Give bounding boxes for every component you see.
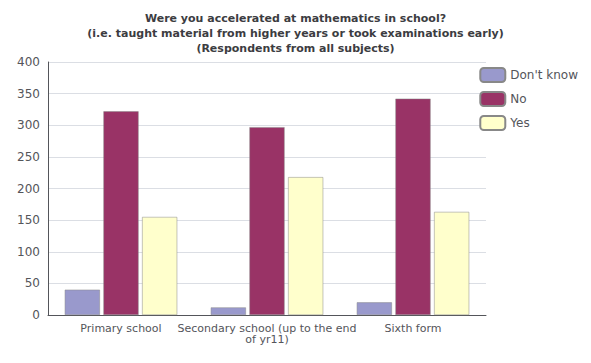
svg-text:Primary school: Primary school xyxy=(80,322,161,335)
svg-text:Were you accelerated at mathem: Were you accelerated at mathematics in s… xyxy=(145,12,446,25)
svg-text:Yes: Yes xyxy=(509,116,529,130)
svg-text:250: 250 xyxy=(17,150,40,164)
svg-text:Don't know: Don't know xyxy=(510,68,578,82)
svg-text:(Respondents from all subjects: (Respondents from all subjects) xyxy=(196,42,394,55)
svg-text:200: 200 xyxy=(17,182,40,196)
svg-text:No: No xyxy=(510,92,526,106)
svg-text:150: 150 xyxy=(17,213,40,227)
svg-text:Sixth form: Sixth form xyxy=(385,322,442,335)
svg-text:(i.e. taught material from hig: (i.e. taught material from higher years … xyxy=(87,27,503,40)
svg-text:100: 100 xyxy=(17,245,40,259)
svg-text:50: 50 xyxy=(25,276,40,290)
svg-text:350: 350 xyxy=(17,87,40,101)
svg-text:400: 400 xyxy=(17,55,40,69)
svg-text:0: 0 xyxy=(32,308,40,322)
svg-text:300: 300 xyxy=(17,118,40,132)
svg-text:of yr11): of yr11) xyxy=(245,333,288,346)
svg-text:Secondary school (up to the en: Secondary school (up to the end xyxy=(177,322,357,335)
